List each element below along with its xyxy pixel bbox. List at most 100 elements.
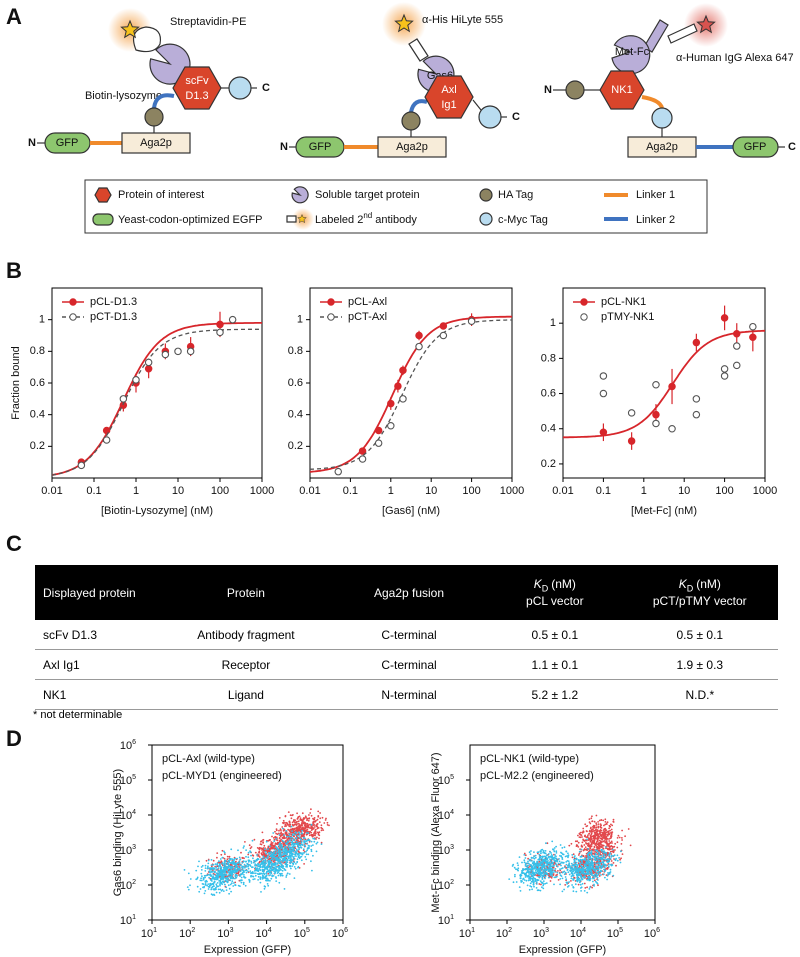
event-dot	[268, 863, 270, 865]
event-dot	[587, 870, 589, 872]
event-dot	[289, 848, 291, 850]
event-dot	[537, 870, 539, 872]
event-dot	[220, 878, 222, 880]
event-dot	[529, 889, 531, 891]
event-dot	[253, 862, 255, 864]
data-point	[600, 390, 606, 396]
event-dot	[213, 878, 215, 880]
event-dot	[598, 854, 600, 856]
event-dot	[237, 862, 239, 864]
event-dot	[609, 852, 611, 854]
event-dot	[606, 879, 608, 881]
event-dot	[590, 867, 592, 869]
event-dot	[216, 857, 218, 859]
event-dot	[550, 871, 552, 873]
event-dot	[295, 863, 297, 865]
event-dot	[301, 841, 303, 843]
legend-label: pCL-MYD1 (engineered)	[162, 770, 282, 782]
event-dot	[296, 861, 298, 863]
event-dot	[269, 868, 271, 870]
event-dot	[305, 851, 307, 853]
event-dot	[585, 842, 587, 844]
event-dot	[606, 823, 608, 825]
event-dot	[290, 868, 292, 870]
event-dot	[574, 855, 576, 857]
tick-base: 10	[533, 928, 545, 940]
event-dot	[274, 831, 276, 833]
event-dot	[613, 819, 615, 821]
event-dot	[527, 861, 529, 863]
event-dot	[595, 822, 597, 824]
event-dot	[573, 887, 575, 889]
event-dot	[573, 869, 575, 871]
event-dot	[553, 849, 555, 851]
event-dot	[600, 824, 602, 826]
event-dot	[216, 875, 218, 877]
event-dot	[208, 860, 210, 862]
event-dot	[272, 845, 274, 847]
event-dot	[586, 892, 588, 894]
event-dot	[202, 887, 204, 889]
event-dot	[314, 826, 316, 828]
event-dot	[584, 840, 586, 842]
y-tick-label: 0.6	[288, 377, 303, 389]
event-dot	[222, 878, 224, 880]
event-dot	[536, 883, 538, 885]
event-dot	[581, 860, 583, 862]
event-dot	[600, 870, 602, 872]
x-tick-label: 0.01	[299, 485, 320, 497]
event-dot	[228, 876, 230, 878]
x-tick-label: 102	[496, 927, 512, 940]
event-dot	[563, 854, 565, 856]
event-dot	[536, 872, 538, 874]
event-dot	[307, 854, 309, 856]
event-dot	[628, 828, 630, 830]
streptavidin	[134, 27, 161, 52]
event-dot	[583, 844, 585, 846]
event-dot	[245, 870, 247, 872]
legend-label: Yeast-codon-optimized EGFP	[118, 214, 263, 226]
event-dot	[531, 857, 533, 859]
event-dot	[580, 873, 582, 875]
tick-base: 10	[294, 928, 306, 940]
tick-exp: 5	[450, 774, 454, 781]
event-dot	[593, 877, 595, 879]
event-dot	[606, 832, 608, 834]
event-dot	[581, 834, 583, 836]
event-dot	[289, 866, 291, 868]
legend-marker	[328, 314, 334, 320]
event-dot	[219, 889, 221, 891]
event-dot	[539, 876, 541, 878]
event-dot	[541, 849, 543, 851]
event-dot	[545, 850, 547, 852]
event-dot	[591, 858, 593, 860]
event-dot	[225, 869, 227, 871]
event-dot	[300, 817, 302, 819]
event-dot	[533, 851, 535, 853]
event-dot	[273, 875, 275, 877]
event-dot	[311, 870, 313, 872]
event-dot	[517, 867, 519, 869]
event-dot	[522, 878, 524, 880]
legend-label: pCL-M2.2 (engineered)	[480, 770, 594, 782]
event-dot	[590, 835, 592, 837]
x-tick-label: 0.01	[41, 485, 62, 497]
tick-exp: 1	[153, 927, 157, 934]
event-dot	[265, 853, 267, 855]
legend-text: Labeled 2	[315, 214, 363, 226]
event-dot	[582, 842, 584, 844]
event-dot	[278, 851, 280, 853]
event-dot	[560, 852, 562, 854]
event-dot	[580, 869, 582, 871]
event-dot	[189, 884, 191, 886]
event-dot	[583, 830, 585, 832]
panel-label: B	[6, 258, 22, 283]
connector	[473, 100, 481, 110]
event-dot	[201, 869, 203, 871]
event-dot	[538, 883, 540, 885]
event-dot	[213, 874, 215, 876]
event-dot	[530, 853, 532, 855]
event-dot	[577, 835, 579, 837]
event-dot	[220, 874, 222, 876]
event-dot	[570, 880, 572, 882]
